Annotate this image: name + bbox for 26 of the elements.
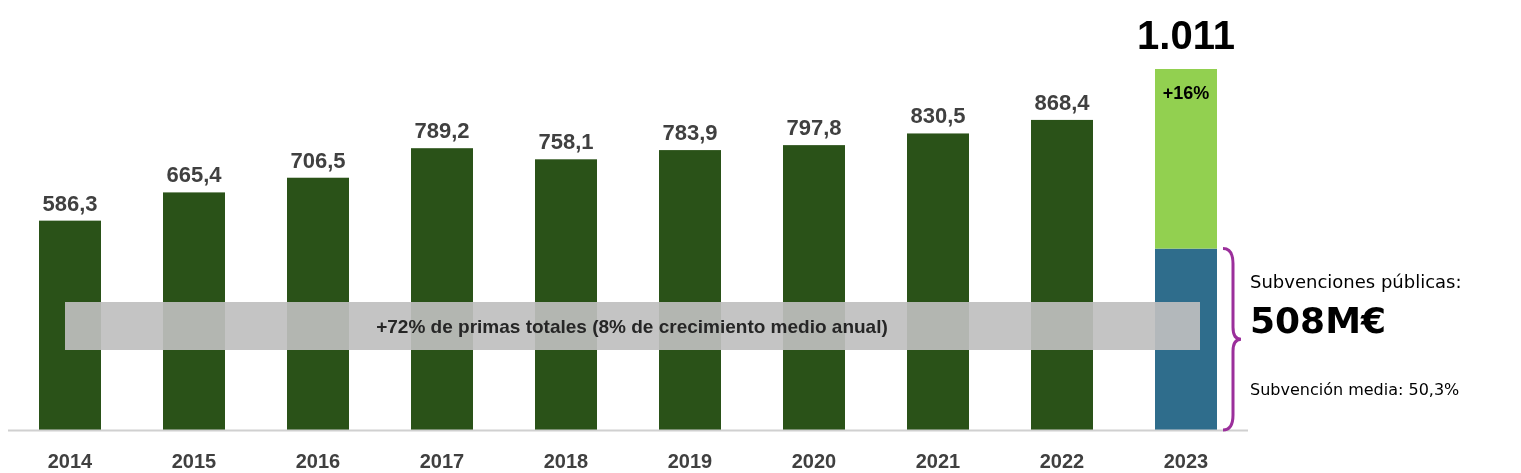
data-label: 830,5 xyxy=(910,103,966,129)
annotation: +16% xyxy=(1162,83,1210,103)
data-label: 665,4 xyxy=(166,162,223,188)
text: Subvención media: 50,3% xyxy=(1250,380,1460,399)
data-label: 868,4 xyxy=(1034,89,1091,115)
data-label: 797,8 xyxy=(786,115,842,141)
x-tick-label: 2019 xyxy=(667,450,713,472)
bar xyxy=(1155,69,1217,249)
data-label: 789,2 xyxy=(414,118,470,144)
x-tick-label: 2022 xyxy=(1039,450,1085,472)
x-tick-label: 2017 xyxy=(419,450,465,472)
x-tick-label: 2014 xyxy=(47,450,94,472)
x-tick-label: 2020 xyxy=(791,450,837,472)
data-label: 783,9 xyxy=(662,120,718,146)
text: Subvenciones públicas: xyxy=(1250,271,1462,292)
x-tick-label: 2021 xyxy=(915,450,961,472)
x-tick-label: 2015 xyxy=(171,450,217,472)
x-tick-label: 2018 xyxy=(543,450,589,472)
total-label: 1.011 xyxy=(1137,13,1235,57)
x-tick-label: 2023 xyxy=(1163,450,1209,472)
annotation: +72% de primas totales (8% de crecimiento medio anual) xyxy=(376,316,888,337)
data-label: 586,3 xyxy=(42,190,98,216)
data-label: 758,1 xyxy=(538,129,594,155)
x-tick-label: 2016 xyxy=(295,450,341,472)
data-label: 706,5 xyxy=(290,147,346,173)
text: 508M€ xyxy=(1250,300,1387,341)
